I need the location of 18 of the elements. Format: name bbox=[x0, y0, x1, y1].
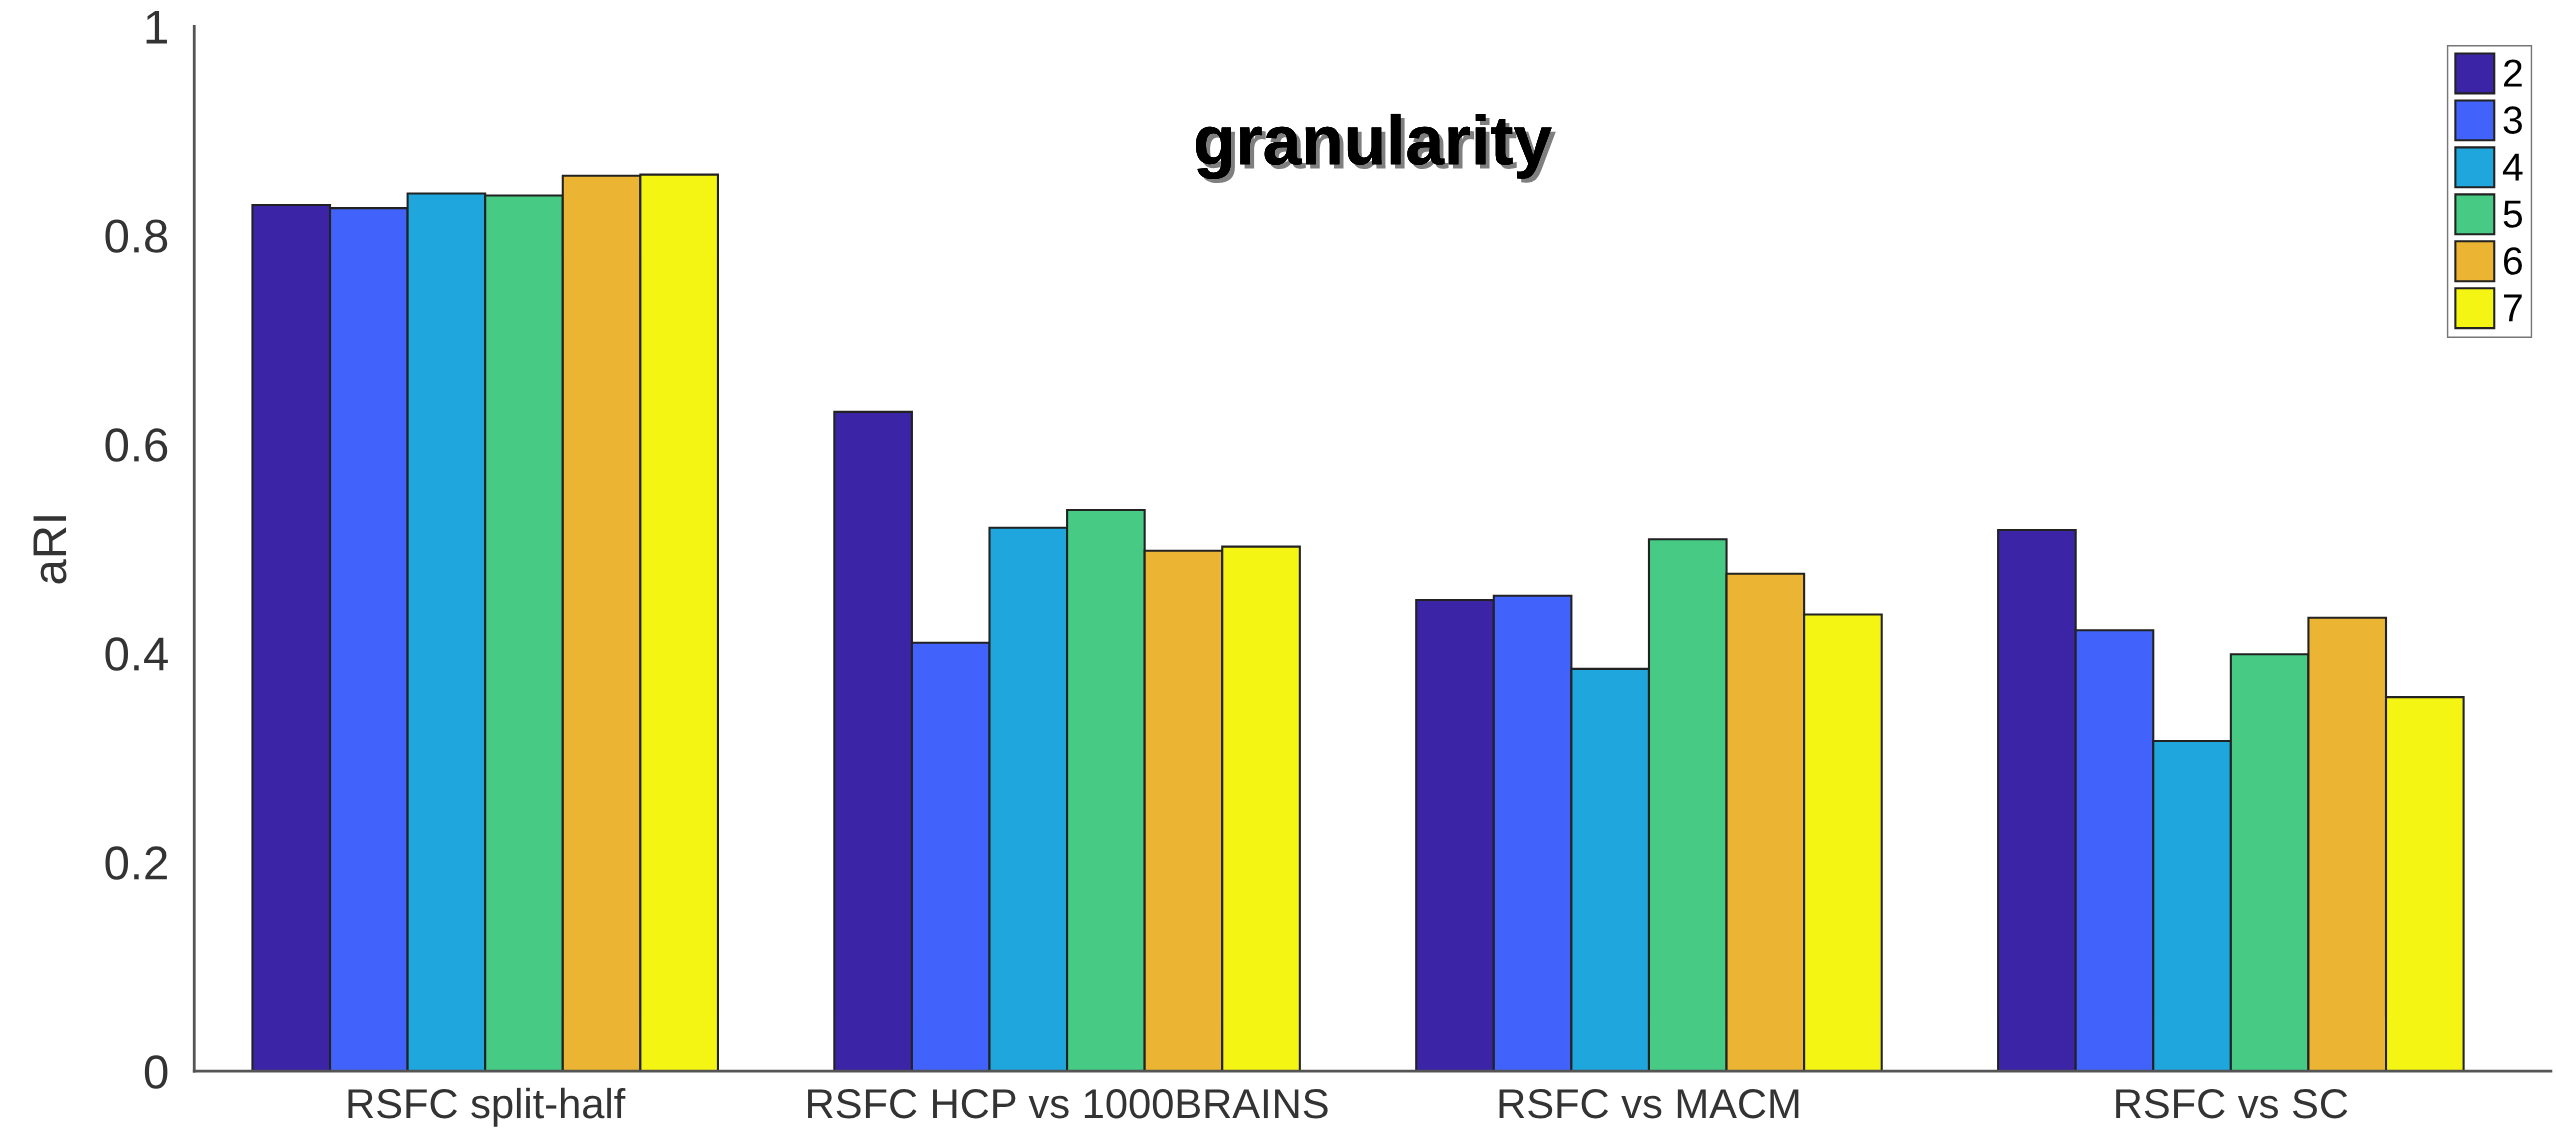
y-tick-label: 0.8 bbox=[105, 219, 168, 253]
legend-label: 4 bbox=[2502, 153, 2523, 181]
y-axis-title: aRI bbox=[33, 516, 67, 584]
y-tick-label: 0 bbox=[144, 1055, 168, 1089]
y-tick-label: 0.4 bbox=[105, 637, 168, 671]
legend-label: 7 bbox=[2504, 294, 2522, 322]
y-tick-label: 0.2 bbox=[105, 846, 167, 880]
x-tick-label: RSFC vs MACM bbox=[1499, 1088, 1799, 1119]
legend-label: 2 bbox=[2504, 59, 2522, 87]
x-tick-label: RSFC vs SC bbox=[2116, 1088, 2348, 1119]
legend-label: 5 bbox=[2503, 200, 2523, 228]
text: granularity bbox=[1195, 113, 1556, 184]
y-tick-label: 0.6 bbox=[105, 428, 168, 462]
legend-label: 3 bbox=[2503, 106, 2522, 134]
x-tick-label: RSFC split-half bbox=[348, 1087, 626, 1127]
legend-label: 6 bbox=[2504, 247, 2522, 275]
y-tick-label: 1 bbox=[146, 10, 167, 44]
x-tick-label: RSFC HCP vs 1000BRAINS bbox=[808, 1088, 1328, 1119]
